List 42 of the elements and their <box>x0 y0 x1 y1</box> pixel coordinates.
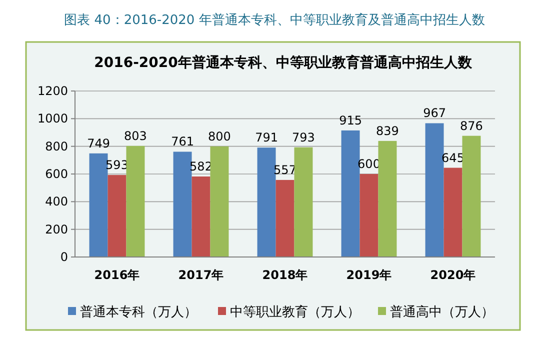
bar <box>378 140 397 257</box>
y-tick-label: 0 <box>60 250 68 264</box>
bar <box>126 146 145 257</box>
bar <box>360 174 378 257</box>
data-label: 749 <box>87 136 110 150</box>
bar <box>173 152 192 257</box>
bar <box>89 153 108 257</box>
y-tick-label: 1200 <box>37 84 68 98</box>
bar <box>276 180 294 257</box>
bar <box>425 123 444 257</box>
y-tick-label: 400 <box>45 194 68 209</box>
data-label: 800 <box>208 129 231 144</box>
bar <box>444 168 462 257</box>
bar <box>294 147 313 257</box>
bar <box>210 146 229 257</box>
y-tick-label: 1000 <box>37 112 68 126</box>
data-label: 793 <box>292 130 315 144</box>
data-label: 761 <box>171 134 194 149</box>
y-tick-label: 800 <box>45 139 68 154</box>
x-tick-label: 2019年 <box>346 268 392 282</box>
chart-subtitle: 2016-2020年普通本专科、中等职业教育普通高中招生人数 <box>94 54 473 71</box>
bar <box>341 130 360 257</box>
y-tick-label: 200 <box>45 222 68 236</box>
data-label: 839 <box>376 124 399 138</box>
bar <box>257 148 276 257</box>
x-tick-label: 2017年 <box>178 268 224 282</box>
data-label: 791 <box>255 130 278 145</box>
data-label: 967 <box>423 106 446 120</box>
chart-title: 图表 40：2016-2020 年普通本专科、中等职业教育及普通高中招生人数 <box>64 12 485 28</box>
bar <box>192 176 210 257</box>
legend-label: 普通本专科（万人） <box>80 304 197 320</box>
data-label: 803 <box>124 128 147 143</box>
x-tick-label: 2018年 <box>262 268 308 282</box>
bar <box>108 174 126 257</box>
x-tick-label: 2016年 <box>94 268 140 282</box>
legend-label: 中等职业教育（万人） <box>230 304 360 320</box>
data-label: 876 <box>460 118 483 133</box>
y-tick-label: 600 <box>45 167 68 181</box>
legend-label: 普通高中（万人） <box>390 304 494 320</box>
x-tick-label: 2020年 <box>430 268 476 282</box>
bar <box>462 136 481 257</box>
data-label: 915 <box>339 113 362 128</box>
